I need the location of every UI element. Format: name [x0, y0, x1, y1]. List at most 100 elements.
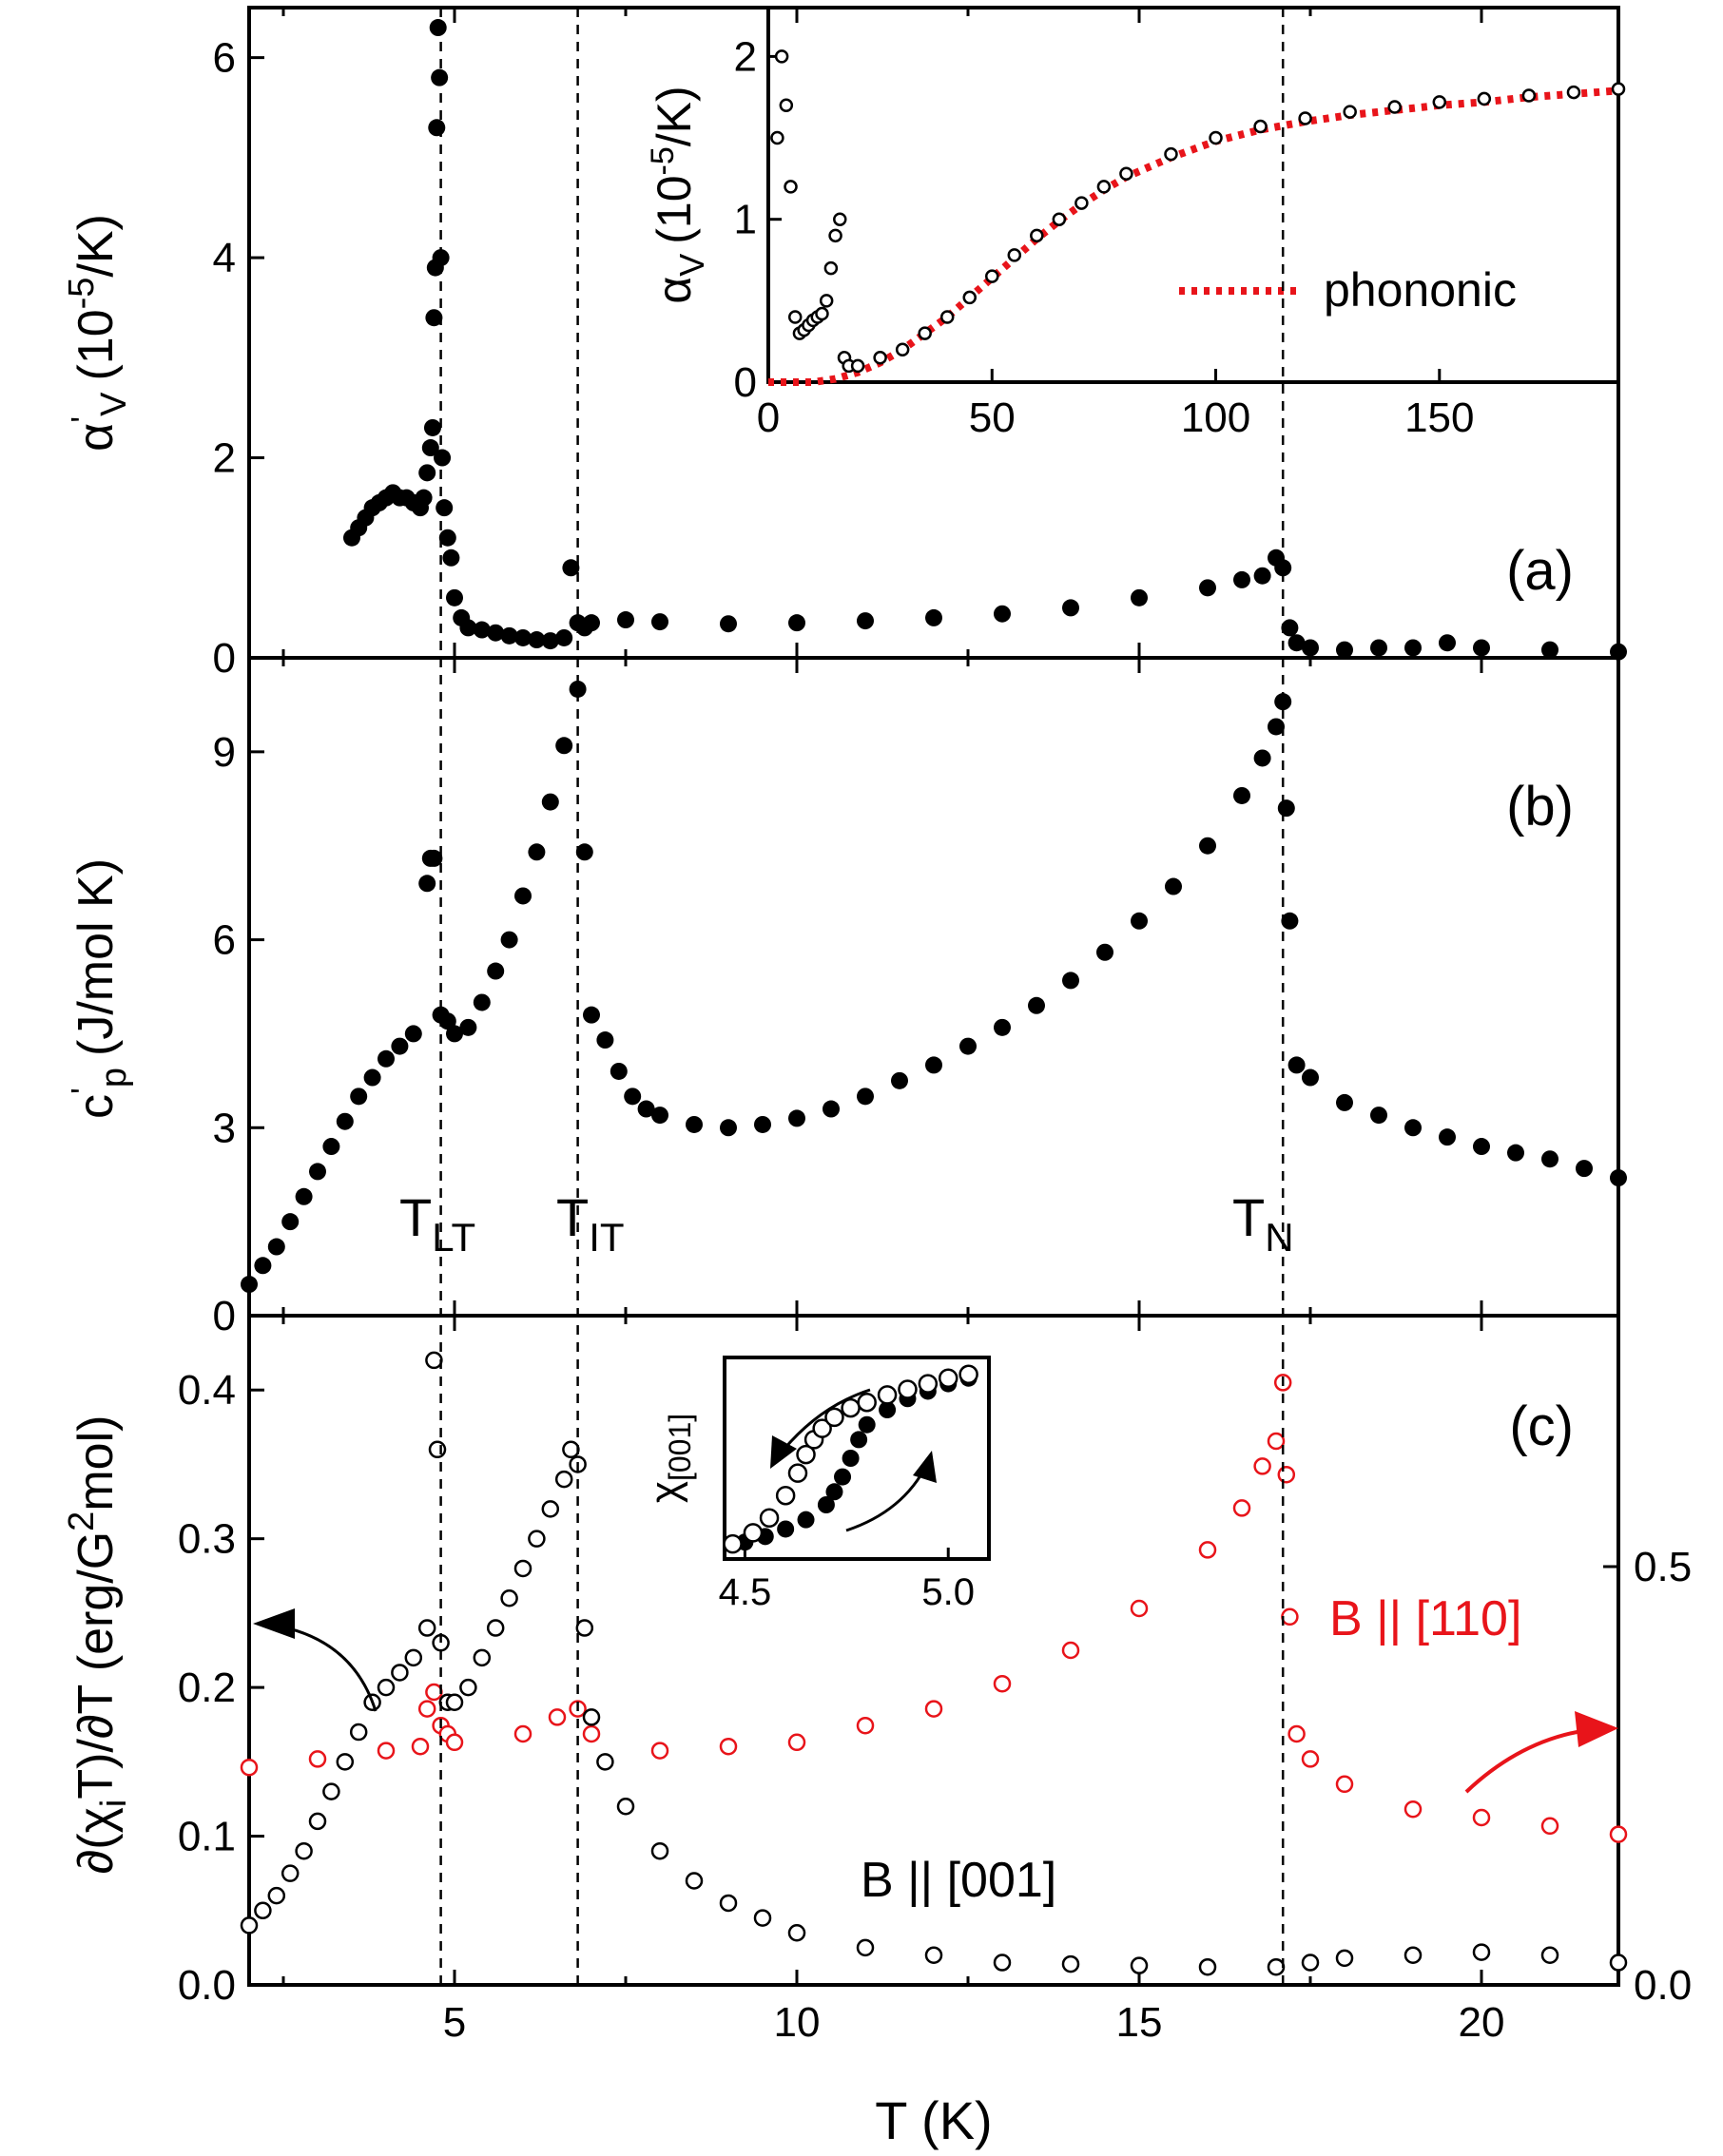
data-point — [1233, 570, 1250, 588]
data-point — [962, 290, 977, 305]
inset-c-frame — [723, 1356, 991, 1561]
data-point — [446, 588, 463, 606]
data-point — [994, 605, 1011, 623]
panel-c-right-y-ticks: 0.0 0.5 — [1603, 1544, 1692, 2009]
panel-c-inset: 4.5 5.0 χ[001] — [642, 1356, 991, 1613]
data-point — [336, 1112, 354, 1130]
data-point — [1472, 1943, 1491, 1961]
inset-c-x-tick-label: 5.0 — [921, 1571, 975, 1613]
data-point — [541, 1500, 560, 1518]
panel-c: 0.0 0.1 0.2 0.3 0.4 0.0 0.5 5 10 15 20 ∂(χiT)/∂T… — [62, 1314, 1692, 2150]
data-point — [924, 1700, 943, 1718]
data-point — [1253, 567, 1271, 585]
data-point — [1370, 639, 1387, 657]
data-point — [1052, 212, 1067, 226]
data-point — [528, 1530, 546, 1548]
data-point — [994, 1018, 1011, 1036]
data-point — [775, 1485, 796, 1506]
data-point — [428, 1440, 447, 1459]
inset-c-x-ticks: 4.5 5.0 — [719, 1548, 975, 1613]
y-tick-label: 0.0 — [178, 1962, 236, 2009]
data-point — [1404, 1119, 1422, 1137]
data-point — [925, 1056, 942, 1074]
data-point — [445, 1693, 464, 1712]
data-point — [788, 1109, 805, 1127]
inset-c-cooling-arrow-head — [770, 1435, 797, 1469]
left-axis-arrow-head — [253, 1608, 295, 1639]
data-point — [1253, 749, 1271, 767]
inset-c-y-label: χ[001] — [642, 1414, 697, 1503]
data-point — [1541, 1150, 1558, 1168]
data-point — [823, 260, 839, 276]
data-point — [555, 737, 573, 755]
data-point — [1404, 639, 1422, 657]
data-point — [241, 1276, 258, 1294]
data-point — [796, 1444, 816, 1465]
data-point — [1030, 228, 1044, 243]
data-point — [554, 1470, 573, 1489]
series-line-phononic — [768, 87, 1619, 386]
data-point — [377, 1678, 396, 1697]
data-point — [787, 1923, 806, 1942]
data-point — [281, 1213, 300, 1231]
data-point — [1062, 599, 1079, 617]
data-point — [1274, 693, 1292, 711]
y-tick-label: 0.1 — [178, 1814, 236, 1860]
data-point — [541, 632, 559, 650]
panel-c-marks — [240, 1351, 1628, 1976]
data-point — [548, 1708, 567, 1726]
inset-x-tick-label: 150 — [1404, 395, 1474, 441]
data-point — [1287, 1724, 1306, 1743]
data-point — [1199, 579, 1216, 597]
data-point — [784, 180, 798, 194]
data-point — [473, 993, 491, 1011]
inset-a-frame — [766, 6, 1620, 384]
data-point — [1277, 799, 1295, 818]
data-point — [1541, 641, 1558, 659]
data-point — [349, 1723, 368, 1742]
data-point — [596, 1031, 614, 1049]
panel-a-label: (a) — [1506, 540, 1574, 602]
y-tick-label: 0.2 — [178, 1665, 236, 1711]
data-point — [425, 1683, 443, 1702]
data-point — [797, 1511, 815, 1529]
data-point — [1610, 1169, 1627, 1187]
data-point — [1287, 1056, 1306, 1074]
data-point — [446, 1025, 463, 1043]
inset-c-warming-arrow-head — [913, 1451, 937, 1483]
data-point — [1198, 1957, 1217, 1976]
data-point — [267, 1238, 285, 1256]
data-point — [1343, 105, 1357, 119]
data-point — [428, 119, 446, 137]
data-point — [473, 1648, 492, 1667]
data-point — [596, 1753, 614, 1771]
inset-y-tick-label: 1 — [734, 197, 757, 243]
data-point — [404, 1025, 422, 1043]
data-point — [1540, 1817, 1559, 1836]
data-point — [959, 1037, 977, 1055]
data-point — [500, 1588, 518, 1607]
data-point — [1281, 619, 1299, 637]
data-point — [938, 1368, 958, 1388]
data-point — [1404, 1946, 1423, 1964]
data-point — [1232, 1499, 1251, 1517]
data-point — [350, 1088, 368, 1106]
data-point — [1096, 943, 1113, 961]
data-point — [895, 342, 910, 356]
y-tick-label: 0 — [213, 1293, 236, 1339]
data-point — [295, 1187, 313, 1205]
data-point — [1336, 641, 1353, 659]
data-point — [924, 1946, 943, 1964]
data-point — [719, 1737, 738, 1756]
data-point — [431, 68, 449, 87]
data-point — [616, 1798, 635, 1816]
y-tick-label: 6 — [213, 917, 236, 964]
panel-c-x-ticks: 5 10 15 20 — [281, 1316, 1504, 2046]
data-point — [583, 614, 600, 632]
y-tick-label: 2 — [213, 435, 236, 482]
data-point — [1131, 912, 1148, 930]
data-point — [1336, 1093, 1353, 1111]
right-y-tick-label: 0.0 — [1634, 1962, 1692, 2009]
data-point — [363, 1068, 381, 1087]
data-point — [617, 611, 634, 629]
